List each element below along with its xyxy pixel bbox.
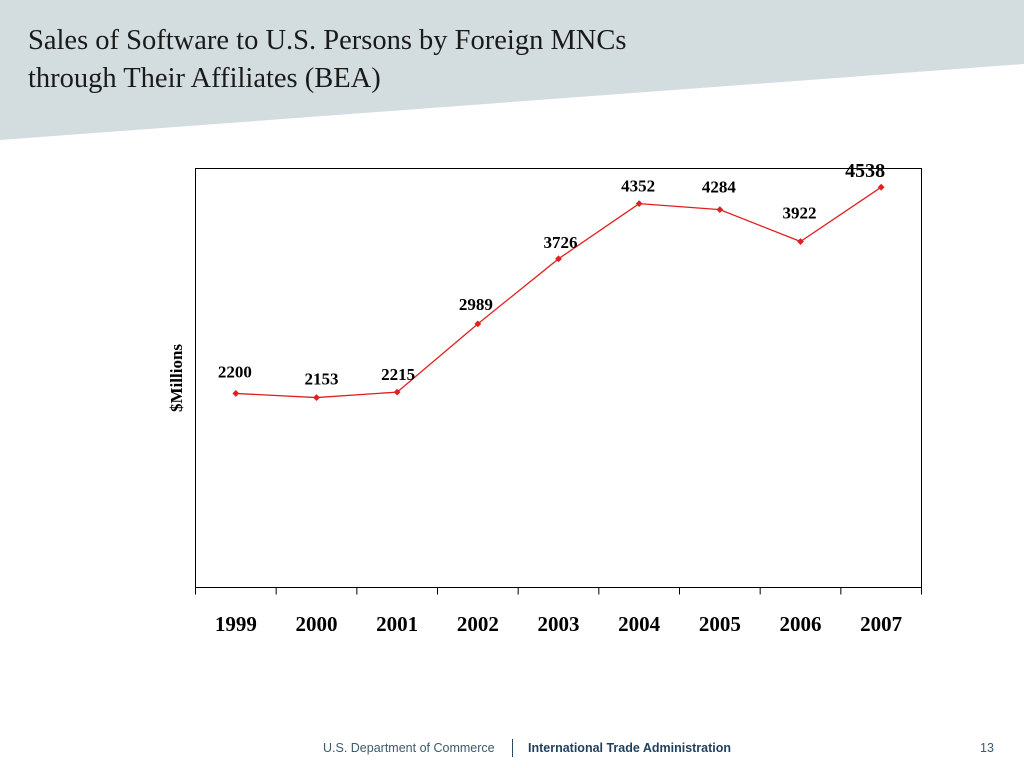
data-point (232, 390, 240, 397)
data-label: 3726 (544, 233, 578, 252)
footer-department: U.S. Department of Commerce (323, 741, 495, 755)
data-label: 4284 (702, 178, 737, 197)
x-tick-label: 2004 (618, 612, 661, 636)
page-number: 13 (980, 741, 994, 755)
x-tick-label: 1999 (215, 612, 257, 636)
data-label: 2153 (305, 370, 339, 389)
y-axis-label: $Millions (167, 344, 186, 412)
data-point (797, 238, 804, 245)
line-chart: 1999 2000 2001 2002 2003 2004 2005 2006 2007 220… (167, 160, 922, 636)
x-tick-label: 2007 (860, 612, 902, 636)
x-tick-label: 2003 (538, 612, 580, 636)
data-point (877, 183, 885, 191)
data-label: 4352 (621, 177, 655, 196)
x-tick-label: 2006 (780, 612, 822, 636)
data-point (716, 206, 724, 214)
x-tick-label: 2002 (457, 612, 499, 636)
data-point (474, 320, 482, 328)
data-label: 2200 (218, 362, 252, 381)
footer-agency: International Trade Administration (528, 741, 732, 755)
data-label: 4538 (845, 160, 885, 182)
slide-title: Sales of Software to U.S. Persons by For… (28, 22, 788, 98)
slide-title-line-2: through Their Affiliates (BEA) (28, 63, 381, 94)
x-tick-label: 2001 (376, 612, 418, 636)
data-label: 2215 (381, 365, 415, 384)
slide-title-line-1: Sales of Software to U.S. Persons by For… (28, 25, 627, 56)
header-band (0, 0, 1024, 140)
data-label: 2989 (459, 295, 493, 314)
x-tick-label: 2005 (699, 612, 741, 636)
data-label: 3922 (783, 204, 817, 223)
x-axis: 1999 2000 2001 2002 2003 2004 2005 2006 2007 (195, 587, 922, 636)
data-point (555, 255, 562, 263)
footer: U.S. Department of Commerce Internationa… (0, 738, 1024, 762)
series-group: 2200 2153 2215 2989 3726 4352 4284 3922 4538 (218, 160, 885, 401)
x-tick-label: 2000 (296, 612, 338, 636)
data-point (635, 200, 643, 208)
data-point (313, 394, 320, 401)
data-point (393, 388, 401, 396)
footer-divider (512, 739, 513, 757)
